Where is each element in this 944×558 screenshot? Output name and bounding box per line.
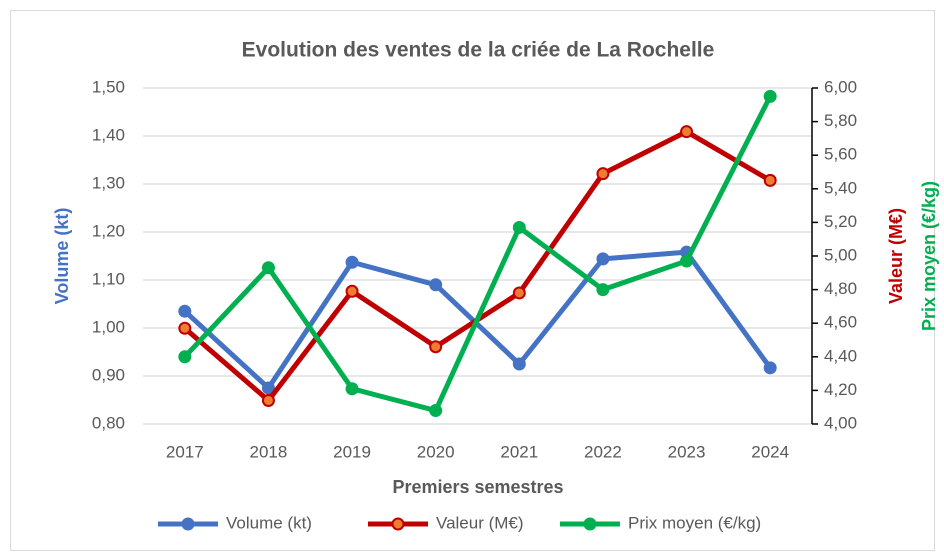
- data-point: [178, 350, 192, 364]
- data-point: [178, 321, 192, 335]
- data-point: [596, 252, 610, 266]
- chart-title: Evolution des ventes de la criée de La R…: [242, 39, 715, 62]
- y-tick-label: 1,50: [92, 77, 125, 96]
- y2-axis-title: Valeur (M€): [886, 208, 906, 304]
- legend-marker: [181, 517, 195, 531]
- y-tick-label: 0,90: [92, 365, 125, 384]
- legend-marker: [583, 517, 597, 531]
- y-tick-label: 0,80: [92, 413, 125, 432]
- y2-tick-label: 5,00: [824, 245, 857, 264]
- y2-tick-label: 4,60: [824, 313, 857, 332]
- y-axis-title: Volume (kt): [52, 208, 72, 305]
- y-tick-label: 1,30: [92, 173, 125, 192]
- data-point: [429, 278, 443, 292]
- y2-tick-label: 5,80: [824, 111, 857, 130]
- data-point: [680, 125, 694, 139]
- data-point: [512, 286, 526, 300]
- y2-tick-label: 4,20: [824, 380, 857, 399]
- data-point: [345, 284, 359, 298]
- data-point: [763, 173, 777, 187]
- x-tick-label: 2022: [584, 442, 622, 461]
- y-tick-label: 1,10: [92, 269, 125, 288]
- data-point: [178, 304, 192, 318]
- y-tick-label: 1,20: [92, 221, 125, 240]
- legend-label: Volume (kt): [226, 513, 312, 532]
- data-point: [261, 261, 275, 275]
- x-tick-label: 2019: [333, 442, 371, 461]
- data-point: [596, 283, 610, 297]
- y2-tick-label: 5,40: [824, 178, 857, 197]
- data-point: [763, 361, 777, 375]
- data-point: [345, 382, 359, 396]
- x-tick-label: 2024: [751, 442, 789, 461]
- y-tick-label: 1,00: [92, 317, 125, 336]
- data-point: [680, 254, 694, 268]
- data-point: [512, 220, 526, 234]
- y-tick-label: 1,40: [92, 125, 125, 144]
- data-point: [261, 381, 275, 395]
- y2-axis-title: Prix moyen (€/kg): [919, 181, 939, 331]
- data-point: [261, 393, 275, 407]
- data-point: [345, 255, 359, 269]
- legend-label: Valeur (M€): [436, 513, 524, 532]
- x-tick-label: 2023: [668, 442, 706, 461]
- x-tick-label: 2017: [166, 442, 204, 461]
- y2-tick-label: 6,00: [824, 77, 857, 96]
- data-point: [429, 404, 443, 418]
- y2-tick-label: 5,20: [824, 212, 857, 231]
- y2-tick-label: 4,00: [824, 413, 857, 432]
- legend-label: Prix moyen (€/kg): [628, 513, 761, 532]
- series-line: [182, 95, 773, 414]
- y2-tick-label: 4,80: [824, 279, 857, 298]
- y2-tick-label: 4,40: [824, 346, 857, 365]
- x-axis-title: Premiers semestres: [392, 477, 563, 497]
- legend-marker: [391, 517, 405, 531]
- data-point: [763, 89, 777, 103]
- data-point: [596, 167, 610, 181]
- data-point: [512, 357, 526, 371]
- data-point: [429, 340, 443, 354]
- x-tick-label: 2020: [417, 442, 455, 461]
- x-tick-label: 2018: [250, 442, 288, 461]
- y2-tick-label: 5,60: [824, 145, 857, 164]
- x-tick-label: 2021: [500, 442, 538, 461]
